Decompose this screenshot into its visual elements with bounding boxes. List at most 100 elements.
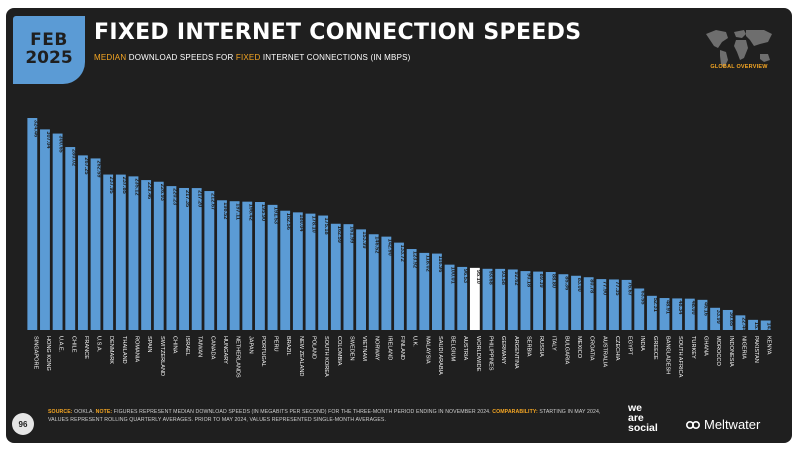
category-label-philippines: PHILIPPINES: [488, 336, 494, 371]
page-title: FIXED INTERNET CONNECTION SPEEDS: [94, 20, 582, 45]
category-label-ireland: IRELAND: [386, 336, 392, 360]
bar-south-africa: [672, 298, 683, 330]
subtitle-highlight-fixed: FIXED: [235, 53, 261, 62]
value-label-morocco: 33.99: [715, 310, 721, 324]
brand-are: are: [628, 411, 644, 424]
bar-poland: [305, 213, 316, 330]
value-label-italy: 88.80: [551, 274, 557, 288]
we-are-social-logo: we are social: [628, 402, 658, 434]
bar-peru: [267, 204, 278, 330]
subtitle-text-1: DOWNLOAD SPEEDS FOR: [126, 53, 236, 62]
bar-austria: [457, 266, 468, 330]
value-label-hungary: 198.52: [222, 202, 228, 219]
value-label-worldwide: 95.10: [475, 270, 481, 284]
bar-philippines: [482, 268, 493, 330]
value-label-japan: 196.42: [247, 204, 253, 221]
category-label-switzerland: SWITZERLAND: [159, 336, 165, 376]
value-label-ireland: 142.90: [386, 239, 392, 256]
category-label-u-s-a: U.S.A.: [96, 336, 102, 353]
category-label-bulgaria: BULGARIA: [563, 336, 569, 365]
value-label-india: 63.55: [639, 290, 645, 304]
category-label-indonesia: INDONESIA: [728, 336, 734, 367]
category-label-sweden: SWEDEN: [348, 336, 354, 361]
value-label-pakistan: 15.53: [753, 322, 759, 336]
page-subtitle: MEDIAN DOWNLOAD SPEEDS FOR FIXED INTERNE…: [94, 53, 411, 62]
category-label-germany: GERMANY: [500, 336, 506, 365]
value-label-russia: 89.39: [538, 274, 544, 288]
category-label-hungary: HUNGARY: [222, 336, 228, 364]
category-label-china: CHINA: [171, 336, 177, 354]
category-label-canada: CANADA: [209, 336, 215, 360]
value-label-u-k: 123.92: [412, 251, 418, 268]
value-label-u-a-e: 300.65: [58, 136, 64, 153]
category-label-romania: ROMANIA: [133, 336, 139, 362]
bar-group: [27, 118, 771, 330]
category-label-turkey: TURKEY: [690, 336, 696, 359]
category-label-u-k: U.K.: [412, 336, 418, 347]
category-label-argentina: ARGENTINA: [513, 336, 519, 369]
value-label-switzerland: 226.93: [159, 184, 165, 201]
category-label-south-africa: SOUTH AFRICA: [677, 336, 683, 378]
category-label-mexico: MEXICO: [576, 336, 582, 359]
value-label-netherlands: 197.11: [235, 203, 241, 220]
subtitle-highlight-median: MEDIAN: [94, 53, 127, 62]
value-label-indonesia: 30.65: [728, 312, 734, 326]
category-label-new-zealand: NEW ZEALAND: [298, 336, 304, 376]
bar-mexico: [571, 275, 581, 330]
category-label-france: FRANCE: [83, 336, 89, 359]
bar-u-a-e: [52, 133, 63, 330]
bar-morocco: [710, 307, 721, 330]
category-label-india: INDIA: [639, 336, 645, 351]
category-label-singapore: SINGAPORE: [32, 336, 38, 370]
bar-france: [77, 155, 88, 330]
category-label-thailand: THAILAND: [121, 336, 127, 364]
category-label-portugal: PORTUGAL: [260, 336, 266, 367]
value-label-kenya: 14.54: [766, 323, 772, 338]
bar-chile: [65, 147, 76, 330]
date-year: 2025: [25, 48, 73, 68]
value-label-group: 324.46 307.04 300.65 280.02 267.25 262.59 237.…: [32, 120, 771, 337]
category-label-colombia: COLOMBIA: [336, 336, 342, 366]
bar-south-korea: [318, 215, 329, 330]
category-label-israel: ISRAEL: [184, 336, 190, 356]
value-label-portugal: 195.90: [260, 204, 266, 221]
value-label-malaysia: 118.02: [424, 255, 430, 272]
category-label-poland: POLAND: [310, 336, 316, 359]
bar-ghana: [697, 299, 708, 330]
bar-italy: [545, 271, 556, 330]
value-label-bulgaria: 85.36: [563, 276, 569, 290]
category-label-peru: PERU: [273, 336, 279, 352]
bar-turkey: [684, 298, 695, 330]
category-label-finland: FINLAND: [399, 336, 405, 360]
bar-netherlands: [229, 201, 240, 330]
bar-hong-kong: [40, 129, 50, 330]
bar-czechia: [609, 279, 619, 330]
bar-egypt: [621, 279, 632, 330]
bar-bulgaria: [558, 274, 569, 330]
bar-australia: [596, 279, 607, 330]
bar-u-k: [406, 249, 417, 330]
value-label-finland: 133.72: [399, 245, 405, 262]
value-label-australia: 77.90: [601, 281, 607, 295]
bar-pakistan: [748, 319, 758, 330]
bar-finland: [394, 242, 404, 330]
category-label-saudi-arabia: SAUDI ARABIA: [437, 336, 443, 375]
value-label-mexico: 83.00: [576, 278, 582, 292]
value-label-taiwan: 217.20: [197, 190, 203, 207]
category-label-kenya: KENYA: [766, 336, 772, 355]
value-label-u-s-a: 262.59: [96, 160, 102, 177]
bar-romania: [128, 176, 139, 330]
brand-we: we: [628, 402, 643, 414]
value-label-brazil: 182.56: [285, 213, 291, 230]
category-label-egypt: EGYPT: [627, 336, 633, 356]
bar-nigeria: [735, 315, 746, 330]
value-label-singapore: 324.46: [32, 120, 38, 137]
source-text: OOKLA.: [72, 409, 96, 415]
category-label-italy: ITALY: [551, 336, 557, 351]
category-label-spain: SPAIN: [146, 336, 152, 352]
value-label-philippines: 93.68: [488, 271, 494, 285]
meltwater-icon: [686, 420, 700, 429]
value-label-colombia: 162.59: [336, 226, 342, 243]
bar-taiwan: [191, 188, 202, 330]
